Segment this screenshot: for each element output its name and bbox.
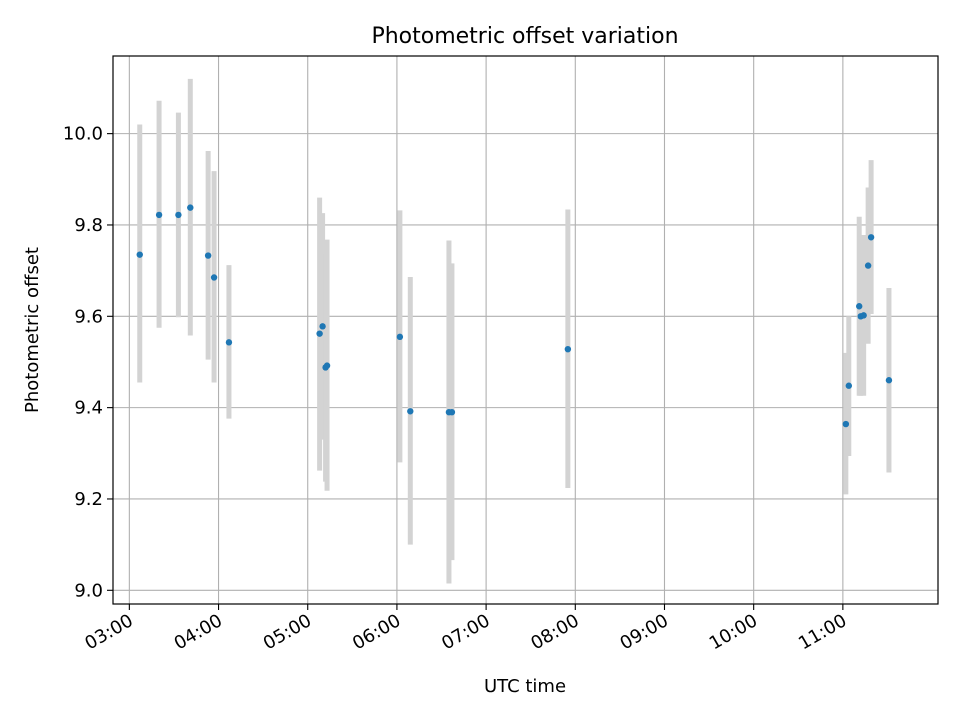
- data-point: [204, 252, 212, 259]
- data-point: [856, 303, 863, 310]
- data-point: [319, 323, 326, 330]
- plot-frame: [112, 55, 939, 605]
- data-point: [316, 330, 323, 337]
- data-point: [396, 333, 404, 341]
- grid: [113, 56, 938, 604]
- y-tick-label: 10.0: [63, 124, 103, 145]
- data-points: [136, 204, 893, 428]
- data-point: [225, 339, 233, 346]
- data-point: [860, 312, 867, 319]
- y-axis-ticks: 9.0 9.2 9.4 9.6 9.8 10.0: [63, 124, 113, 601]
- data-point: [885, 377, 893, 384]
- data-point: [842, 420, 850, 428]
- data-point: [845, 382, 853, 389]
- data-point: [407, 408, 414, 415]
- data-point: [136, 251, 143, 258]
- y-tick-label: 9.2: [74, 489, 103, 510]
- data-point: [323, 362, 331, 369]
- data-point: [210, 274, 218, 281]
- y-tick-label: 9.8: [74, 215, 103, 236]
- data-point: [187, 204, 194, 211]
- y-axis-label: Photometric offset: [22, 247, 43, 413]
- data-point: [175, 211, 182, 219]
- data-point: [864, 262, 872, 269]
- y-tick-label: 9.0: [74, 580, 103, 601]
- x-axis-label: UTC time: [484, 676, 566, 697]
- data-point: [448, 409, 456, 416]
- y-tick-label: 9.6: [74, 306, 103, 327]
- data-point: [867, 234, 875, 241]
- data-point: [564, 345, 572, 353]
- y-tick-label: 9.4: [74, 398, 103, 419]
- chart-title: Photometric offset variation: [371, 24, 678, 49]
- data-point: [155, 211, 163, 219]
